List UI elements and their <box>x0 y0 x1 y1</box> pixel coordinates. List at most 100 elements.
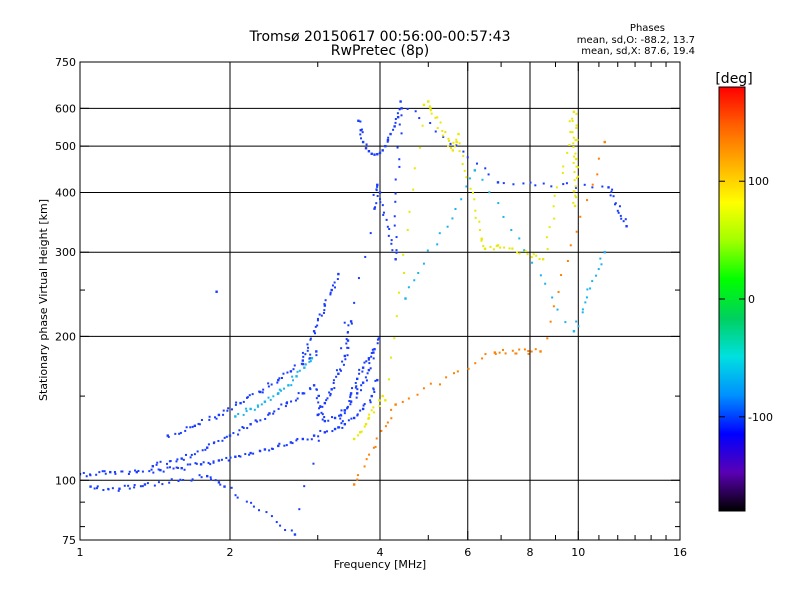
data-point <box>353 301 356 304</box>
y-tick-label: 200 <box>55 330 76 343</box>
data-point <box>551 296 554 299</box>
data-point <box>483 247 487 250</box>
data-point <box>393 224 396 227</box>
data-point <box>103 470 106 473</box>
data-point <box>367 358 370 361</box>
data-point <box>541 258 545 261</box>
data-point <box>484 167 487 170</box>
data-point <box>375 202 378 205</box>
data-point <box>374 206 377 209</box>
data-point <box>352 483 356 486</box>
data-point <box>387 136 390 139</box>
data-point <box>603 251 606 254</box>
data-point <box>565 182 568 185</box>
data-point <box>589 287 592 290</box>
data-point <box>545 236 548 239</box>
data-point <box>616 209 619 212</box>
data-point <box>204 448 207 451</box>
data-point <box>151 465 155 468</box>
data-point <box>546 248 549 251</box>
data-point <box>347 419 350 422</box>
data-point <box>329 291 332 294</box>
data-point <box>303 366 306 369</box>
data-point <box>384 399 387 402</box>
data-point <box>209 478 212 481</box>
data-point <box>322 311 325 314</box>
data-point <box>230 486 233 489</box>
data-point <box>360 389 363 392</box>
data-point <box>234 415 237 418</box>
data-point <box>222 413 225 416</box>
data-point <box>259 419 262 422</box>
data-point <box>461 163 464 166</box>
data-point <box>278 442 281 445</box>
data-point <box>572 142 575 145</box>
data-point <box>333 416 337 420</box>
data-point <box>386 225 389 228</box>
data-point <box>407 397 410 400</box>
data-point <box>508 247 511 250</box>
data-point <box>372 351 375 354</box>
data-point <box>198 474 201 477</box>
data-point <box>454 208 457 211</box>
data-point <box>502 215 505 218</box>
data-point <box>523 348 526 351</box>
data-point <box>199 463 203 466</box>
data-point <box>349 403 352 406</box>
data-point <box>101 470 104 473</box>
data-point <box>389 356 392 359</box>
data-point <box>413 167 416 170</box>
data-point <box>317 439 320 442</box>
data-point <box>207 461 210 464</box>
data-point <box>496 181 500 184</box>
data-point <box>350 417 353 420</box>
data-point <box>265 511 268 514</box>
data-point <box>465 176 468 179</box>
data-point <box>386 421 389 424</box>
data-point <box>277 392 280 395</box>
data-point <box>575 124 578 127</box>
data-point <box>575 126 578 129</box>
data-point <box>539 274 542 277</box>
data-point <box>498 351 501 354</box>
data-point <box>174 432 177 435</box>
data-point <box>319 405 322 408</box>
data-point <box>363 403 366 406</box>
data-point <box>526 253 529 256</box>
data-point <box>117 489 120 492</box>
data-point <box>320 314 323 317</box>
data-point <box>301 359 305 362</box>
data-point <box>152 471 155 474</box>
data-point <box>217 413 221 417</box>
data-point <box>270 515 273 518</box>
data-point <box>467 367 470 370</box>
data-point <box>414 110 417 113</box>
data-point <box>475 162 478 165</box>
data-point <box>455 138 458 141</box>
data-point <box>301 437 305 441</box>
data-point <box>341 426 344 429</box>
data-point <box>530 350 533 353</box>
data-point <box>524 250 527 253</box>
data-point <box>390 417 393 420</box>
data-point <box>172 467 175 470</box>
data-point <box>346 346 349 349</box>
data-point <box>342 363 345 366</box>
data-point <box>575 112 578 115</box>
data-point <box>155 463 158 466</box>
data-point <box>331 416 334 419</box>
data-point <box>612 195 615 198</box>
data-point <box>523 249 526 252</box>
data-point <box>356 388 359 391</box>
data-point <box>576 139 579 142</box>
data-point <box>259 390 262 394</box>
data-point <box>455 144 458 147</box>
data-point <box>384 425 387 428</box>
data-point <box>574 152 577 155</box>
data-point <box>262 388 265 391</box>
data-point <box>278 377 281 380</box>
data-point <box>378 151 382 155</box>
y-tick-label: 600 <box>55 102 76 115</box>
data-point <box>527 352 530 355</box>
data-point <box>481 357 484 360</box>
